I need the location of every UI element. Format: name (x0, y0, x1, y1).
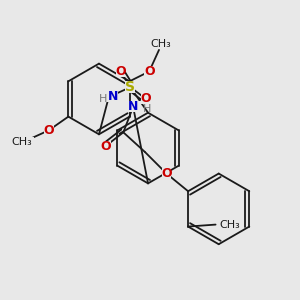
Text: O: O (161, 167, 172, 180)
FancyBboxPatch shape (125, 81, 135, 93)
Text: O: O (44, 124, 54, 137)
Text: N: N (107, 91, 118, 103)
Text: N: N (128, 100, 138, 113)
FancyBboxPatch shape (125, 101, 141, 112)
Text: O: O (100, 140, 111, 153)
FancyBboxPatch shape (100, 92, 118, 102)
FancyBboxPatch shape (101, 141, 111, 152)
Text: O: O (115, 65, 126, 78)
Text: CH₃: CH₃ (151, 39, 171, 49)
FancyBboxPatch shape (162, 168, 171, 179)
FancyBboxPatch shape (141, 94, 151, 104)
Text: H: H (99, 94, 107, 104)
Text: S: S (125, 80, 135, 94)
Text: H: H (143, 104, 151, 114)
FancyBboxPatch shape (148, 39, 174, 50)
Text: O: O (141, 92, 152, 106)
FancyBboxPatch shape (44, 125, 54, 136)
FancyBboxPatch shape (218, 219, 240, 230)
Text: CH₃: CH₃ (219, 220, 240, 230)
FancyBboxPatch shape (144, 66, 154, 77)
FancyBboxPatch shape (116, 66, 125, 77)
Text: O: O (144, 65, 154, 78)
FancyBboxPatch shape (8, 137, 34, 148)
Text: CH₃: CH₃ (11, 137, 32, 147)
